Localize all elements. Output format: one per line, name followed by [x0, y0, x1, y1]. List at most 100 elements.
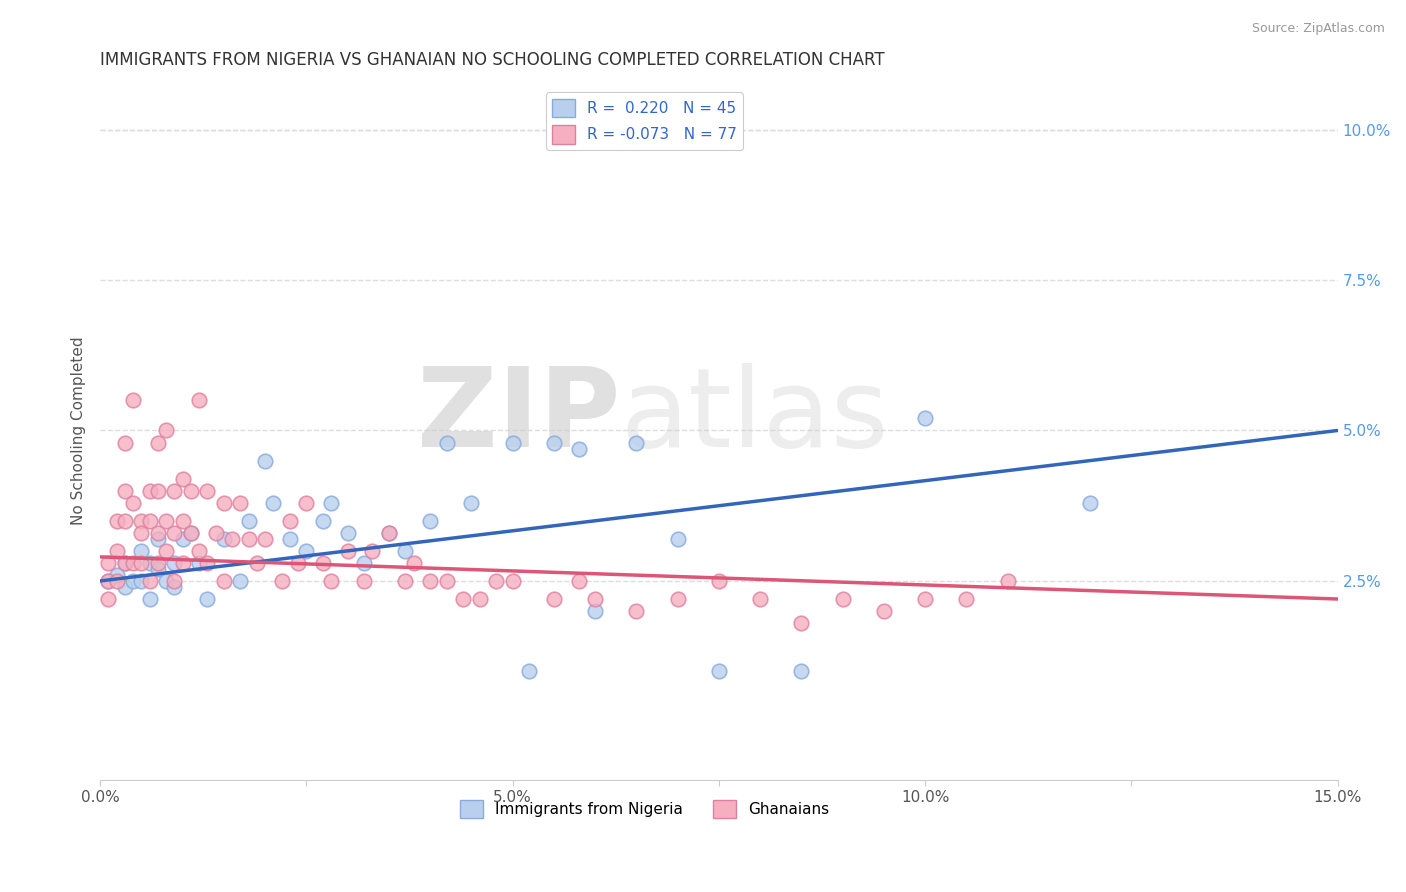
Point	[197, 556, 219, 570]
Point	[238, 532, 260, 546]
Point	[138, 592, 160, 607]
Point	[163, 556, 186, 570]
Point	[212, 532, 235, 546]
Point	[180, 483, 202, 498]
Point	[246, 556, 269, 570]
Point	[287, 556, 309, 570]
Point	[122, 574, 145, 588]
Point	[131, 574, 153, 588]
Point	[122, 556, 145, 570]
Point	[122, 393, 145, 408]
Point	[212, 574, 235, 588]
Point	[97, 574, 120, 588]
Point	[419, 514, 441, 528]
Point	[468, 592, 491, 607]
Y-axis label: No Schooling Completed: No Schooling Completed	[72, 336, 86, 524]
Point	[131, 544, 153, 558]
Point	[105, 574, 128, 588]
Point	[188, 544, 211, 558]
Point	[707, 574, 730, 588]
Point	[583, 604, 606, 618]
Point	[204, 525, 226, 540]
Point	[749, 592, 772, 607]
Point	[831, 592, 853, 607]
Point	[138, 556, 160, 570]
Point	[131, 514, 153, 528]
Point	[163, 574, 186, 588]
Point	[229, 496, 252, 510]
Point	[353, 574, 375, 588]
Point	[402, 556, 425, 570]
Point	[394, 544, 416, 558]
Point	[262, 496, 284, 510]
Point	[707, 665, 730, 679]
Point	[254, 532, 277, 546]
Point	[114, 580, 136, 594]
Point	[163, 580, 186, 594]
Point	[436, 435, 458, 450]
Point	[394, 574, 416, 588]
Point	[321, 496, 343, 510]
Point	[146, 525, 169, 540]
Point	[172, 532, 194, 546]
Point	[105, 514, 128, 528]
Point	[155, 514, 177, 528]
Point	[485, 574, 508, 588]
Point	[336, 544, 359, 558]
Point	[666, 532, 689, 546]
Point	[138, 574, 160, 588]
Point	[131, 556, 153, 570]
Point	[353, 556, 375, 570]
Point	[914, 411, 936, 425]
Point	[543, 592, 565, 607]
Text: IMMIGRANTS FROM NIGERIA VS GHANAIAN NO SCHOOLING COMPLETED CORRELATION CHART: IMMIGRANTS FROM NIGERIA VS GHANAIAN NO S…	[100, 51, 884, 69]
Point	[138, 514, 160, 528]
Point	[172, 472, 194, 486]
Point	[114, 514, 136, 528]
Point	[114, 483, 136, 498]
Legend: Immigrants from Nigeria, Ghanaians: Immigrants from Nigeria, Ghanaians	[454, 794, 835, 824]
Point	[180, 525, 202, 540]
Point	[146, 556, 169, 570]
Text: Source: ZipAtlas.com: Source: ZipAtlas.com	[1251, 22, 1385, 36]
Point	[336, 525, 359, 540]
Point	[312, 556, 335, 570]
Point	[666, 592, 689, 607]
Point	[295, 544, 318, 558]
Point	[97, 592, 120, 607]
Point	[626, 604, 648, 618]
Point	[172, 514, 194, 528]
Point	[460, 496, 482, 510]
Point	[221, 532, 243, 546]
Point	[155, 574, 177, 588]
Point	[873, 604, 896, 618]
Point	[105, 544, 128, 558]
Point	[378, 525, 401, 540]
Point	[278, 532, 301, 546]
Point	[502, 435, 524, 450]
Point	[419, 574, 441, 588]
Point	[138, 483, 160, 498]
Point	[114, 556, 136, 570]
Point	[122, 496, 145, 510]
Point	[146, 483, 169, 498]
Point	[914, 592, 936, 607]
Point	[583, 592, 606, 607]
Point	[229, 574, 252, 588]
Point	[270, 574, 292, 588]
Point	[568, 574, 591, 588]
Point	[163, 525, 186, 540]
Text: atlas: atlas	[620, 363, 889, 470]
Point	[163, 483, 186, 498]
Point	[997, 574, 1019, 588]
Point	[146, 435, 169, 450]
Point	[197, 592, 219, 607]
Point	[955, 592, 977, 607]
Point	[172, 556, 194, 570]
Point	[114, 435, 136, 450]
Point	[378, 525, 401, 540]
Point	[197, 483, 219, 498]
Point	[131, 525, 153, 540]
Point	[451, 592, 474, 607]
Point	[146, 562, 169, 576]
